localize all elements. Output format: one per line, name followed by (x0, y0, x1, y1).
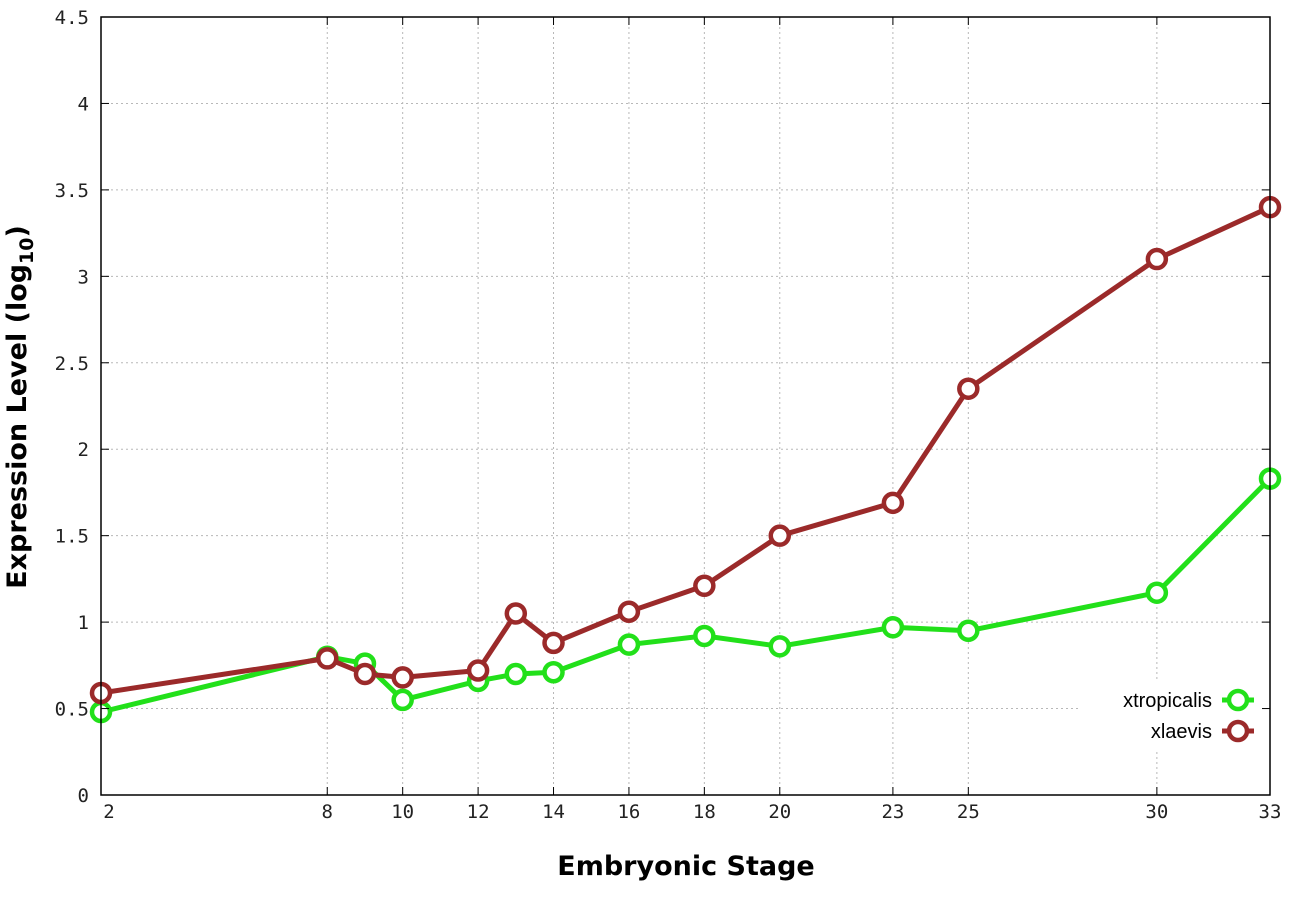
y-axis-title-subscript: 10 (16, 237, 38, 263)
data-point-xlaevis (881, 491, 905, 515)
data-point-xlaevis (504, 602, 528, 625)
data-point-xtropicalis (542, 660, 565, 684)
y-tick-label: 2.5 (55, 353, 89, 375)
data-point-xlaevis (693, 574, 716, 598)
y-tick-label: 0 (78, 785, 89, 807)
data-point-xtropicalis (957, 619, 980, 643)
x-tick-label: 14 (542, 801, 565, 823)
x-axis-title: Embryonic Stage (557, 851, 814, 882)
y-tick-label: 3 (78, 266, 89, 288)
x-tick-label: 10 (391, 801, 414, 823)
x-tick-label: 33 (1259, 801, 1282, 823)
x-tick-label: 12 (467, 801, 490, 823)
x-tick-label: 16 (617, 801, 640, 823)
y-tick-label: 0.5 (55, 699, 89, 721)
y-tick-label: 1 (78, 612, 89, 634)
legend: xtropicalis xlaevis (1123, 688, 1254, 743)
series-line-xlaevis (100, 204, 1272, 696)
plot-frame (100, 16, 1271, 796)
data-point-xlaevis (957, 377, 980, 400)
grid (101, 17, 1270, 795)
legend-marker-xlaevis (1226, 719, 1250, 743)
series-line-xtropicalis (100, 476, 1272, 715)
x-tick-label: 2 (103, 801, 114, 823)
y-tick-label: 4 (78, 93, 89, 115)
y-axis-title: Expression Level (log10) (2, 225, 38, 589)
series-layer (89, 195, 1282, 724)
legend-label-xtropicalis: xtropicalis (1123, 690, 1212, 712)
data-point-xlaevis (391, 666, 414, 689)
data-point-xlaevis (466, 659, 490, 682)
y-tick-label: 3.5 (55, 180, 89, 202)
x-tick-label: 25 (957, 801, 980, 823)
data-point-xlaevis (542, 631, 565, 655)
y-tick-label: 2 (78, 439, 89, 461)
x-tick-label: 20 (768, 801, 791, 823)
data-point-xtropicalis (617, 633, 641, 656)
x-tick-label: 30 (1145, 801, 1168, 823)
y-axis-title-close: ) (2, 225, 33, 237)
y-tick-label: 4.5 (55, 7, 89, 29)
axis-ticks: 2 8 10 12 14 16 18 20 23 25 30 33 0 0.5 1 1.5 2 2.5 3 3.5 4 4… (55, 7, 1282, 823)
x-tick-label: 8 (322, 801, 333, 823)
data-point-xlaevis (1145, 247, 1169, 271)
data-point-xtropicalis (391, 688, 414, 712)
data-point-xtropicalis (768, 635, 792, 658)
series-xlaevis (89, 195, 1282, 705)
y-tick-label: 1.5 (55, 526, 89, 548)
data-point-xtropicalis (881, 616, 905, 639)
legend-label-xlaevis: xlaevis (1151, 721, 1212, 743)
x-tick-label: 18 (693, 801, 716, 823)
y-axis-title-main: Expression Level (log (2, 264, 33, 589)
data-point-xlaevis (316, 647, 339, 670)
data-point-xtropicalis (1145, 581, 1169, 604)
x-tick-label: 23 (881, 801, 904, 823)
data-point-xtropicalis (693, 624, 716, 648)
data-point-xlaevis (617, 600, 641, 623)
data-point-xlaevis (768, 524, 792, 547)
data-point-xtropicalis (504, 662, 528, 686)
data-point-xlaevis (353, 662, 377, 686)
legend-marker-xtropicalis (1226, 688, 1250, 712)
